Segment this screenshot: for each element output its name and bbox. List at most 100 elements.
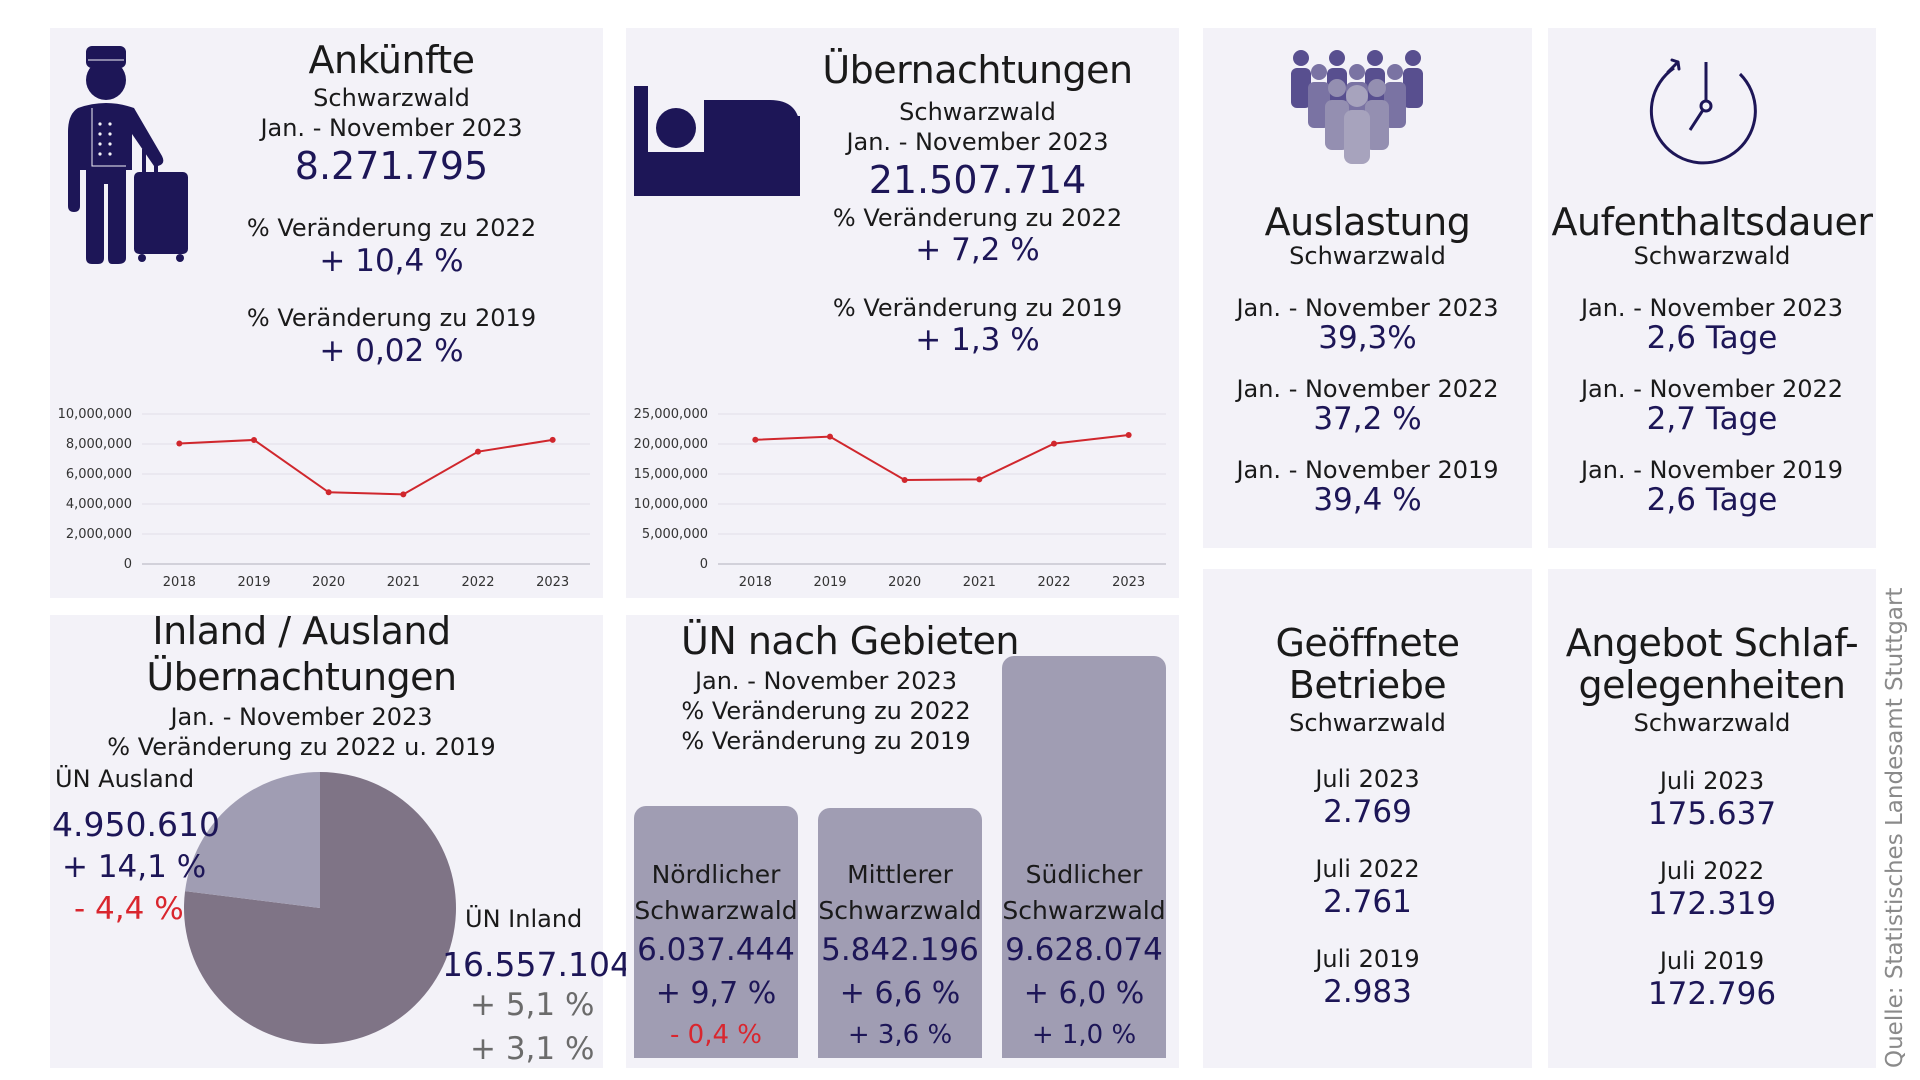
uebernachtungen-data-point [976,476,983,483]
uebernachtungen-data-point [901,477,908,483]
schlafgelegenheiten-value-2019: 172.796 [1647,976,1777,1012]
inland-ausland-title-line2: Übernachtungen [146,655,457,699]
bar-region-value: 9.628.074 [1005,932,1163,968]
inland-change-2019: + 3,1 % [470,1031,595,1067]
uebernachtungen-series-line [755,433,1129,482]
ankuenfte-data-point [251,436,257,443]
ankuenfte-change-2022-label: % Veränderung zu 2022 [246,214,537,242]
uebernachtungen-ytick-label: 15,000,000 [634,467,708,482]
uebernachtungen-xtick-label: 2018 [739,575,772,590]
inland-ausland-pie-chart [184,772,456,1044]
ankuenfte-xtick-label: 2023 [536,575,569,590]
bar-region-change-2022: + 6,0 % [1023,976,1145,1011]
betriebe-label-2023: Juli 2023 [1315,765,1420,793]
uebernachtungen-xtick-label: 2021 [963,575,996,590]
bar-region-name-line2: Schwarzwald [634,895,798,925]
ankuenfte-ytick-label: 0 [124,557,132,572]
uebernachtungen-line-chart: 0 5,000,000 10,000,000 15,000,000 20,000,000… [634,407,1166,590]
betriebe-title-line2: Betriebe [1288,663,1447,707]
ankuenfte-data-point [325,489,332,496]
schlafgelegenheiten-title-line1: Angebot Schlaf- [1565,621,1859,665]
bellboy-icon [68,46,188,264]
ankuenfte-value: 8.271.795 [294,144,489,188]
bar-region-change-2022: + 9,7 % [655,975,777,1011]
schlafgelegenheiten-value-2023: 175.637 [1647,796,1777,832]
auslastung-value-2019: 39,4 % [1313,482,1422,518]
panel-ankuenfte: Ankünfte Schwarzwald Jan. - November 202… [50,28,603,598]
aufenthaltsdauer-value-2022: 2,7 Tage [1646,401,1778,437]
uebernachtungen-period: Jan. - November 2023 [846,128,1109,156]
betriebe-label-2022: Juli 2022 [1315,855,1420,883]
ankuenfte-xtick-label: 2018 [163,575,196,590]
people-group-icon [1291,50,1423,164]
ankuenfte-change-2019: + 0,02 % [319,333,464,369]
bar-region-value: 6.037.444 [637,931,795,968]
panel-auslastung: Auslastung Schwarzwald Jan. - November 2… [1203,28,1532,548]
ankuenfte-series-line [179,438,553,496]
gebiete-title: ÜN nach Gebieten [681,619,1020,663]
ankuenfte-xtick-label: 2020 [312,575,345,590]
bed-icon [634,86,800,196]
auslastung-label-2019: Jan. - November 2019 [1236,456,1499,484]
betriebe-value-2022: 2.761 [1323,884,1412,920]
ankuenfte-xtick-label: 2021 [387,575,420,590]
ankuenfte-ytick-label: 2,000,000 [66,527,132,542]
bar-region-change-2019: + 3,6 % [847,1020,953,1050]
panel-aufenthaltsdauer: Aufenthaltsdauer Schwarzwald Jan. - Nove… [1548,28,1876,548]
clock-icon [1649,58,1757,165]
uebernachtungen-data-point [827,433,833,440]
ankuenfte-ytick-label: 4,000,000 [66,497,132,512]
auslastung-title: Auslastung [1264,200,1471,244]
inland-value: 16.557.104 [442,945,631,984]
betriebe-region: Schwarzwald [1289,709,1446,737]
bar-region-name-line1: Mittlerer [847,860,953,889]
uebernachtungen-value: 21.507.714 [868,158,1087,202]
aufenthaltsdauer-value-2023: 2,6 Tage [1646,320,1778,356]
ausland-label: ÜN Ausland [55,765,195,793]
schlafgelegenheiten-title-line2: gelegenheiten [1578,663,1846,707]
bar-region-change-2019: - 0,4 % [670,1019,762,1050]
uebernachtungen-ytick-label: 20,000,000 [634,437,708,452]
bar-region: Südlicher Schwarzwald 9.628.074 + 6,0 % + 1,… [1002,656,1166,1058]
uebernachtungen-xtick-label: 2023 [1112,575,1145,590]
inland-ausland-period: Jan. - November 2023 [170,703,433,731]
gebiete-period: Jan. - November 2023 [694,667,958,695]
ankuenfte-period: Jan. - November 2023 [260,114,523,142]
bar-region-name-line1: Nördlicher [651,859,781,889]
inland-change-2022: + 5,1 % [470,987,595,1023]
panel-uebernachtungen: Übernachtungen Schwarzwald Jan. - Novemb… [626,28,1179,598]
uebernachtungen-xtick-label: 2020 [888,575,921,590]
uebernachtungen-data-point [1051,440,1057,447]
bar-region-name-line1: Südlicher [1025,860,1143,889]
aufenthaltsdauer-label-2019: Jan. - November 2019 [1580,456,1844,484]
ankuenfte-ytick-label: 8,000,000 [66,437,132,452]
aufenthaltsdauer-title: Aufenthaltsdauer [1551,200,1873,244]
bar-region-change-2019: + 1,0 % [1031,1020,1137,1050]
ankuenfte-region: Schwarzwald [313,84,470,112]
bar-region: Nördlicher Schwarzwald 6.037.444 + 9,7 % - 0… [634,805,798,1058]
inland-ausland-subtitle: % Veränderung zu 2022 u. 2019 [107,733,496,761]
gebiete-change-2019-label: % Veränderung zu 2019 [681,727,971,755]
betriebe-value-2023: 2.769 [1323,794,1412,830]
bar-region-name-line2: Schwarzwald [1002,896,1166,925]
schlafgelegenheiten-label-2023: Juli 2023 [1659,767,1765,795]
schlafgelegenheiten-label-2022: Juli 2022 [1659,857,1765,885]
auslastung-label-2022: Jan. - November 2022 [1236,375,1499,403]
ankuenfte-xtick-label: 2019 [237,575,270,590]
schlafgelegenheiten-region: Schwarzwald [1633,709,1791,737]
auslastung-region: Schwarzwald [1289,242,1446,270]
betriebe-label-2019: Juli 2019 [1315,945,1420,973]
uebernachtungen-xtick-label: 2022 [1037,575,1070,590]
bar-region-value: 5.842.196 [821,932,979,968]
uebernachtungen-change-2022: + 7,2 % [915,232,1040,268]
ankuenfte-data-point [176,440,183,447]
ankuenfte-data-point [475,448,481,455]
betriebe-title-line1: Geöffnete [1275,621,1460,665]
panel-gebiete: ÜN nach Gebieten Jan. - November 2023 % … [626,615,1179,1068]
ausland-value: 4.950.610 [52,805,220,844]
uebernachtungen-ytick-label: 25,000,000 [634,407,708,422]
uebernachtungen-title: Übernachtungen [822,48,1133,92]
aufenthaltsdauer-value-2019: 2,6 Tage [1646,482,1778,518]
schlafgelegenheiten-label-2019: Juli 2019 [1659,947,1765,975]
gebiete-change-2022-label: % Veränderung zu 2022 [681,697,971,725]
